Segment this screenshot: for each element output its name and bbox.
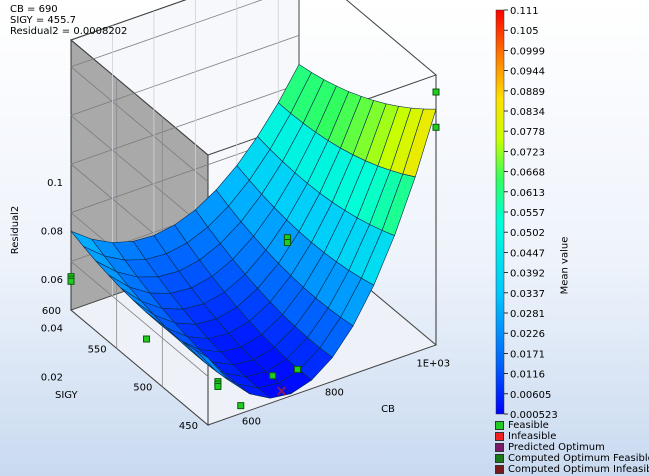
feasible-point (294, 365, 302, 373)
infeasible-swatch (495, 432, 504, 441)
feasible-point (214, 382, 222, 390)
y-tick-label: 450 (179, 421, 198, 432)
colorbar-label: Mean value (559, 236, 571, 295)
colorbar-tick-label: 0.0337 (510, 289, 545, 300)
colorbar-tick-label: 0.0613 (510, 188, 545, 199)
feasible-point (269, 372, 277, 380)
y-tick-label: 550 (88, 344, 107, 355)
z-tick-label: 0.04 (41, 324, 63, 335)
legend-label: Computed Optimum Feasible (508, 453, 649, 464)
legend-item-infeasible: Infeasible (495, 431, 649, 442)
legend-item-feasible: Feasible (495, 420, 649, 431)
colorbar-tick-label: 0.0502 (510, 228, 545, 239)
colorbar-tick-label: 0.105 (510, 26, 539, 37)
colorbar-tick-label: 0.0226 (510, 329, 545, 340)
feasible-point (432, 88, 440, 96)
colorbar-tick-label: 0.0171 (510, 349, 545, 360)
x-tick-label: 800 (325, 387, 344, 398)
colorbar-tick-label: 0.0944 (510, 67, 545, 78)
info-residual: Residual2 = 0.0008202 (10, 26, 128, 37)
colorbar-tick-label: 0.111 (510, 6, 539, 17)
x-tick-label: 1E+03 (416, 358, 450, 369)
colorbar-tick-label: 0.0999 (510, 46, 545, 57)
colorbar-tick-label: 0.000523 (510, 410, 558, 421)
x-axis-title: CB (381, 404, 395, 415)
computed-infeasible-swatch (495, 465, 504, 474)
feasible-point (283, 239, 291, 247)
z-tick-label: 0.02 (41, 372, 63, 383)
feasible-point (67, 277, 75, 285)
legend-item-predicted-optimum: Predicted Optimum (495, 442, 649, 453)
colorbar-gradient (495, 9, 505, 415)
legend-item-computed-infeasible: Computed Optimum Infeasible (495, 464, 649, 475)
feasible-point (237, 402, 245, 410)
colorbar-tick-label: 0.0834 (510, 107, 545, 118)
legend-label: Feasible (508, 420, 549, 431)
x-tick-label: 600 (242, 416, 261, 427)
predicted-optimum-swatch (495, 443, 504, 452)
z-tick-label: 0.1 (47, 178, 63, 189)
colorbar-tick-label: 0.00605 (510, 390, 551, 401)
y-tick-label: 500 (133, 383, 152, 394)
colorbar-tick-label: 0.0723 (510, 147, 545, 158)
colorbar-tick-label: 0.0889 (510, 87, 545, 98)
feasible-point (432, 123, 440, 131)
legend-label: Computed Optimum Infeasible (508, 464, 649, 475)
colorbar-tick-label: 0.0447 (510, 248, 545, 259)
colorbar-tick-label: 0.0778 (510, 127, 545, 138)
colorbar-label-box: Mean value (555, 210, 575, 330)
y-tick-label: 600 (42, 306, 61, 317)
axis-labels: 0.02 0.04 0.06 0.08 0.1 Residual2 450 500 550 600… (10, 178, 450, 432)
colorbar-tick-label: 0.0281 (510, 309, 545, 320)
info-cb: CB = 690 (10, 4, 58, 15)
legend-label: Infeasible (508, 431, 557, 442)
data-points (67, 88, 440, 410)
z-tick-label: 0.08 (41, 226, 63, 237)
z-tick-label: 0.06 (41, 275, 63, 286)
colorbar-tick-label: 0.0557 (510, 208, 545, 219)
info-sigy: SIGY = 455.7 (10, 15, 77, 26)
predicted-optimum-marker (276, 386, 287, 396)
response-surface (70, 63, 437, 399)
colorbar-tick-label: 0.0116 (510, 370, 545, 381)
colorbar-tick-label: 0.0668 (510, 168, 545, 179)
y-axis-title: SIGY (55, 390, 79, 401)
computed-feasible-swatch (495, 454, 504, 463)
legend: Feasible Infeasible Predicted Optimum Co… (495, 420, 649, 475)
z-axis-title: Residual2 (10, 206, 21, 255)
surface-cell (195, 349, 229, 381)
feasible-point (143, 335, 151, 343)
feasible-swatch (495, 421, 504, 430)
legend-label: Predicted Optimum (508, 442, 605, 453)
legend-item-computed-feasible: Computed Optimum Feasible (495, 453, 649, 464)
colorbar-tick-label: 0.0392 (510, 269, 545, 280)
colorbar: 0.111 0.105 0.0999 0.0944 0.0889 0.0834 0.0778… (495, 6, 558, 421)
probe-info: CB = 690 SIGY = 455.7 Residual2 = 0.0008… (10, 4, 127, 37)
